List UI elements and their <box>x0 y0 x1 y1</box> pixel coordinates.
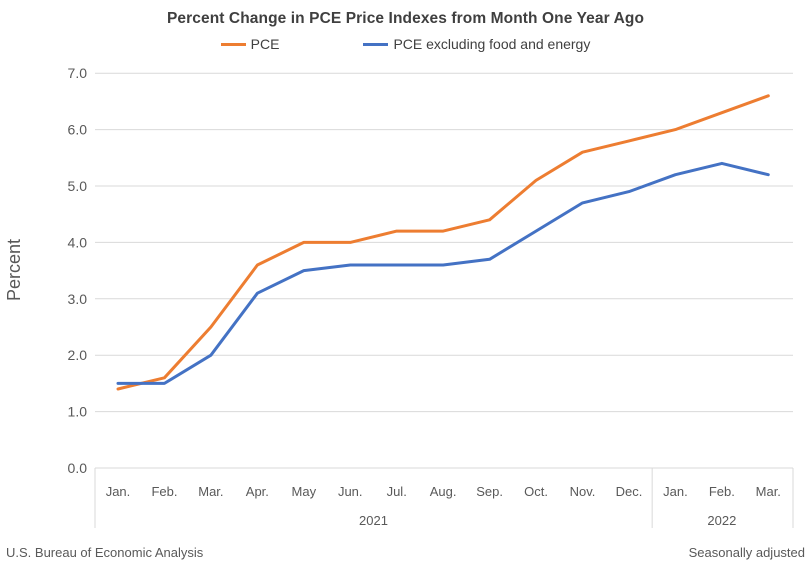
x-month-label: Aug. <box>430 484 457 499</box>
y-tick-label: 0.0 <box>68 460 88 476</box>
y-tick-label: 7.0 <box>68 65 88 81</box>
line-chart-plot: 0.0 1.0 2.0 3.0 4.0 5.0 6.0 7.0 Jan. Feb. Mar. Apr.… <box>4 65 794 528</box>
source-note: U.S. Bureau of Economic Analysis <box>6 545 204 560</box>
x-month-label: May <box>292 484 317 499</box>
pce-series-line <box>116 94 770 391</box>
legend-item-pce: PCE <box>220 36 280 52</box>
x-month-label: Apr. <box>246 484 269 499</box>
x-year-label: 2022 <box>707 513 736 528</box>
y-tick-label: 6.0 <box>68 122 88 138</box>
chart-title: Percent Change in PCE Price Indexes from… <box>166 10 645 27</box>
core-pce-line-swatch <box>363 42 389 46</box>
y-tick-label: 4.0 <box>68 234 88 250</box>
x-month-label: Oct. <box>524 484 548 499</box>
x-month-label: Jan. <box>106 484 131 499</box>
seasonal-adjustment-note: Seasonally adjusted <box>688 545 805 560</box>
legend-label-pce: PCE <box>250 36 280 52</box>
y-tick-label: 1.0 <box>68 404 88 420</box>
x-month-label: Mar. <box>756 484 781 499</box>
x-month-label: Sep. <box>476 484 503 499</box>
y-tick-label: 2.0 <box>68 347 88 363</box>
x-year-label: 2021 <box>359 513 388 528</box>
y-tick-label: 3.0 <box>68 291 88 307</box>
chart-footer: U.S. Bureau of Economic Analysis Seasona… <box>0 545 811 560</box>
x-month-label: Nov. <box>570 484 596 499</box>
pce-line-swatch <box>220 42 246 46</box>
x-month-label: Feb. <box>709 484 735 499</box>
x-month-label: Mar. <box>198 484 223 499</box>
y-axis-title: Percent <box>4 239 24 301</box>
x-month-label: Dec. <box>616 484 643 499</box>
chart-legend: PCE PCE excluding food and energy <box>0 36 811 52</box>
legend-item-core-pce: PCE excluding food and energy <box>363 36 590 52</box>
y-tick-label: 5.0 <box>68 178 88 194</box>
x-month-label: Jan. <box>663 484 688 499</box>
core-pce-series-line <box>116 161 770 385</box>
legend-label-core-pce: PCE excluding food and energy <box>393 36 591 52</box>
x-month-label: Feb. <box>151 484 177 499</box>
x-month-label: Jul. <box>387 484 407 499</box>
x-month-label: Jun. <box>338 484 363 499</box>
